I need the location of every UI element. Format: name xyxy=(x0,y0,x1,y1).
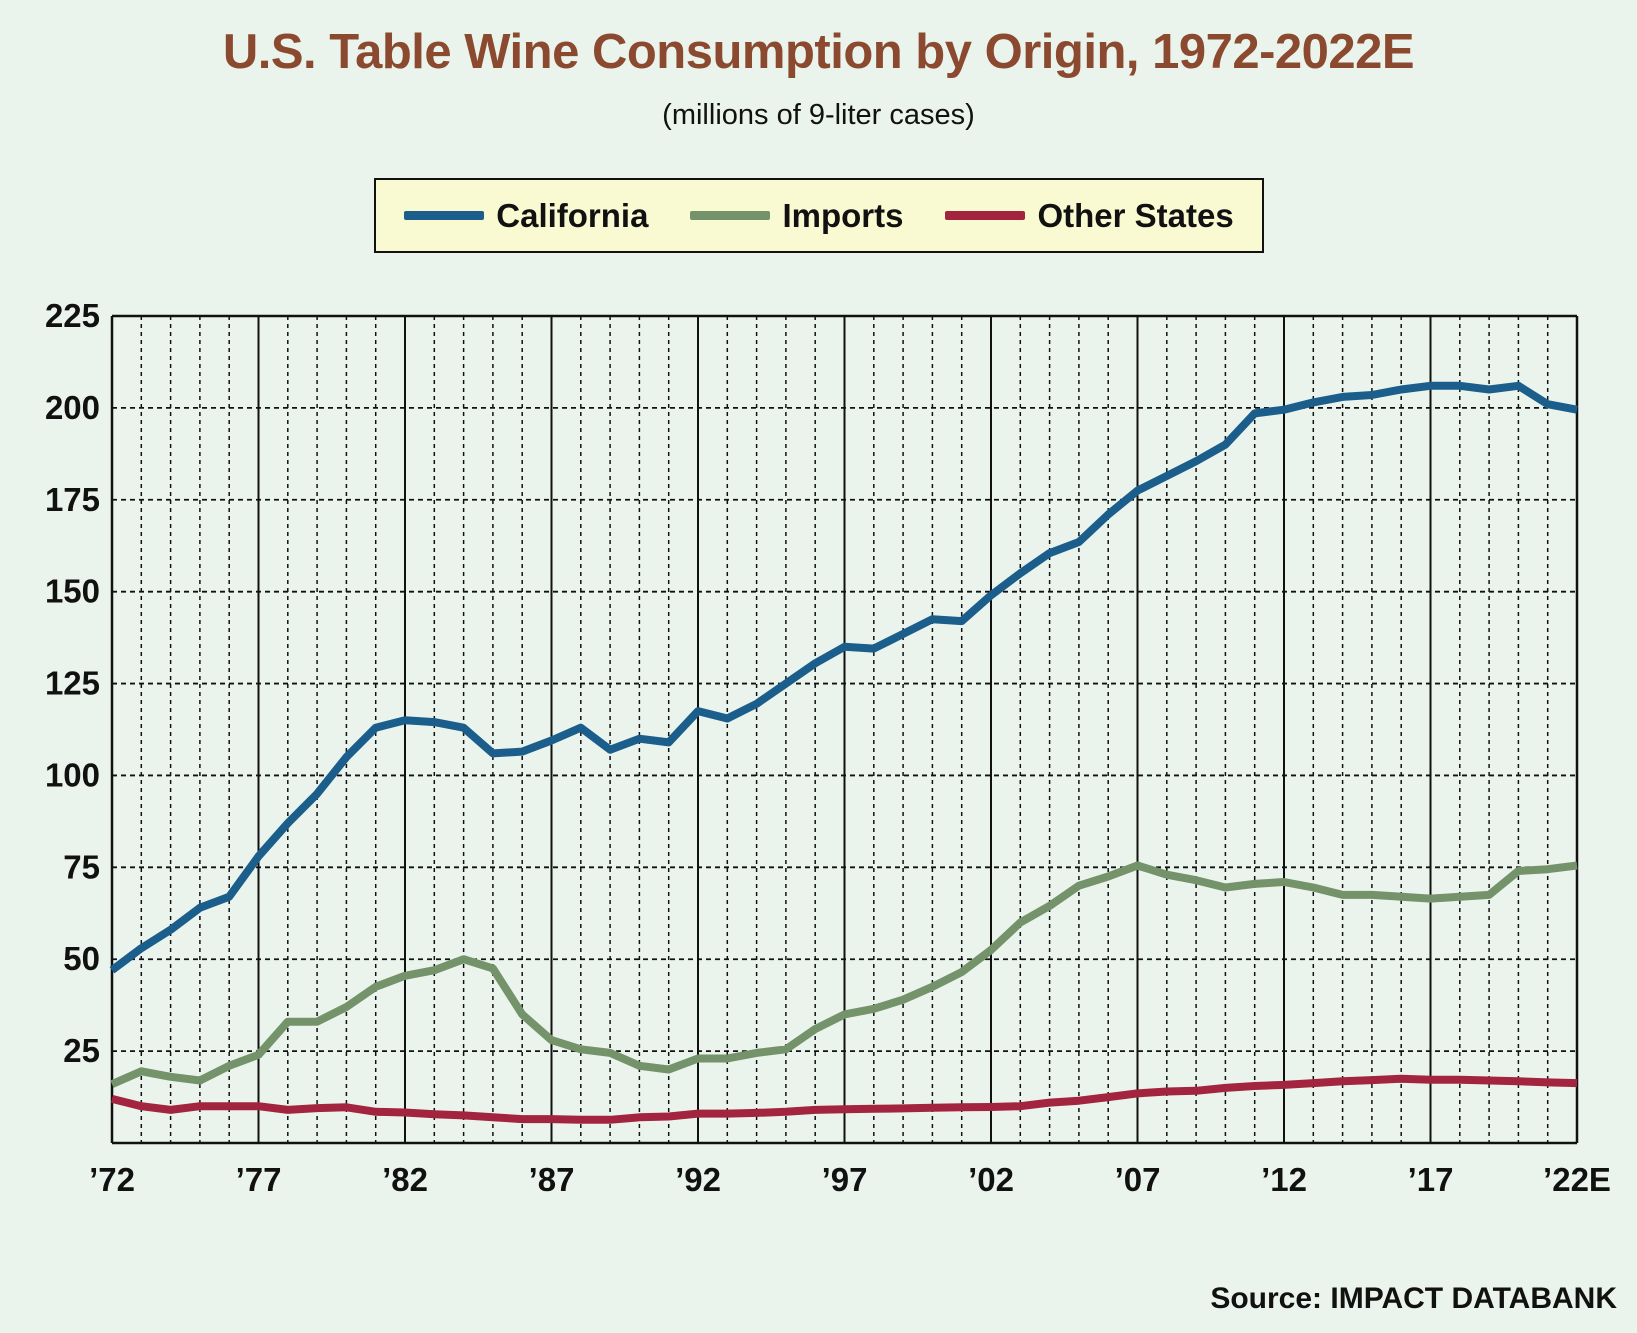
y-tick-label: 100 xyxy=(45,756,100,793)
axes xyxy=(110,314,1579,1145)
legend-label-california: California xyxy=(496,196,649,234)
legend-item-imports: Imports xyxy=(690,197,903,235)
legend-label-imports: Imports xyxy=(782,196,904,234)
x-tick-label: ’77 xyxy=(236,1161,282,1198)
y-tick-label: 200 xyxy=(45,389,100,426)
x-tick-label: ’72 xyxy=(89,1161,135,1198)
x-tick-label: ’22E xyxy=(1543,1161,1611,1198)
legend-label-other-states: Other States xyxy=(1037,196,1234,234)
legend-item-other-states: Other States xyxy=(945,196,1234,235)
legend-swatch-california xyxy=(404,211,485,220)
y-tick-label: 25 xyxy=(63,1032,100,1069)
tick-labels: 25 50 75 100 125 150 175 200 225 ’72 ’77 ’82 ’87 ’92 ’… xyxy=(45,297,1611,1198)
chart-subtitle: (millions of 9-liter cases) xyxy=(662,99,975,131)
x-tick-label: ’12 xyxy=(1261,1161,1307,1198)
legend-swatch-imports xyxy=(690,211,771,220)
california-line xyxy=(109,381,1578,974)
legend: California Imports Other States xyxy=(374,178,1264,253)
y-tick-label: 75 xyxy=(63,848,100,885)
legend-item-california: California xyxy=(404,197,648,235)
x-tick-label: ’97 xyxy=(822,1161,868,1198)
x-tick-label: ’02 xyxy=(968,1161,1014,1198)
y-tick-label: 125 xyxy=(45,665,100,702)
x-tick-label: ’17 xyxy=(1408,1161,1454,1198)
y-tick-label: 50 xyxy=(63,940,100,977)
x-tick-label: ’92 xyxy=(675,1161,721,1198)
legend-swatch-other-states xyxy=(945,211,1026,220)
gridlines xyxy=(112,316,1577,1143)
chart-title: U.S. Table Wine Consumption by Origin, 1… xyxy=(222,25,1415,79)
x-tick-label: ’07 xyxy=(1115,1161,1161,1198)
imports-line xyxy=(110,861,1578,1088)
y-tick-label: 225 xyxy=(45,297,100,334)
source-note: Source: IMPACT DATABANK xyxy=(1210,1282,1617,1315)
series-lines xyxy=(109,381,1578,1124)
y-tick-label: 150 xyxy=(45,573,100,610)
y-tick-label: 175 xyxy=(45,481,100,518)
x-tick-label: ’82 xyxy=(382,1161,428,1198)
x-tick-label: ’87 xyxy=(529,1161,575,1198)
other-states-line xyxy=(111,1074,1578,1124)
